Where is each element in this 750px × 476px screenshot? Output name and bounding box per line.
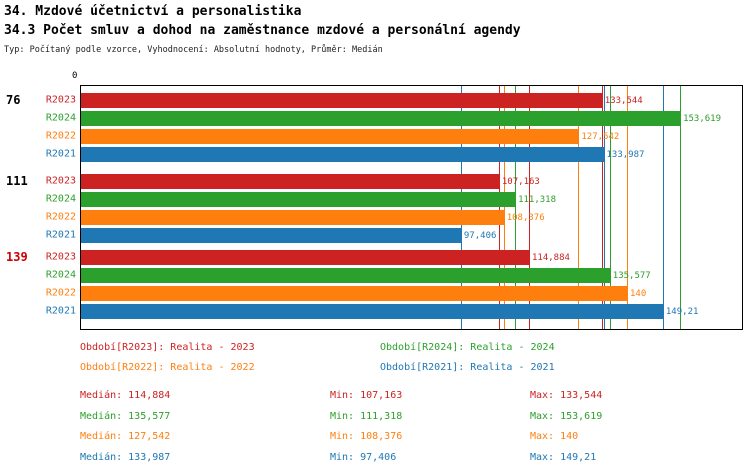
bar-value-label: 114,884 [532, 252, 570, 263]
series-row-label-r2023: R2023 [45, 251, 76, 262]
stat-r2023-min: Min: 107,163 [330, 390, 403, 401]
marker-line-r2022 [627, 86, 628, 329]
bar-r2023-group-139 [81, 250, 529, 265]
marker-line-r2023 [529, 86, 530, 329]
series-row-label-r2021: R2021 [45, 148, 76, 159]
group-label-76: 76 [6, 92, 21, 107]
stat-r2023-max: Max: 133,544 [530, 390, 603, 401]
chart-subtitle: 34.3 Počet smluv a dohod na zaměstnance … [4, 23, 521, 38]
legend-item-r2023: Období[R2023]: Realita - 2023 [80, 342, 255, 353]
marker-line-r2021 [662, 86, 664, 329]
series-row-label-r2024: R2024 [45, 269, 76, 280]
legend: Období[R2023]: Realita - 2023 Období[R20… [80, 338, 555, 378]
bar-value-label: 107,163 [501, 176, 540, 187]
bar-r2024-group-111 [81, 192, 516, 207]
legend-item-r2022: Období[R2022]: Realita - 2022 [80, 362, 255, 373]
stat-r2022-max: Max: 140 [530, 431, 579, 442]
bar-r2021-group-76 [81, 147, 604, 162]
marker-line-r2023 [601, 86, 603, 329]
bar-value-label: 108,376 [506, 212, 545, 223]
marker-line-r2021 [603, 86, 605, 329]
bar-r2023-group-76 [81, 93, 602, 108]
bar-r2022-group-139 [81, 286, 627, 301]
series-row-label-r2023: R2023 [45, 94, 76, 105]
bar-r2024-group-139 [81, 268, 610, 283]
stat-r2024-median: Medián: 135,577 [80, 410, 171, 422]
series-row-label-r2022: R2022 [45, 211, 76, 222]
bar-value-label: 133,544 [604, 95, 643, 106]
stat-r2021-median: Medián: 133,987 [80, 451, 171, 463]
bar-value-label: 97,406 [463, 230, 497, 241]
chart-title: 34. Mzdové účetnictví a personalistika [4, 4, 302, 19]
marker-line-r2021 [460, 86, 462, 329]
bar-r2021-group-111 [81, 228, 461, 243]
legend-item-r2021: Období[R2021]: Realita - 2021 [380, 362, 555, 373]
stat-r2024-min: Min: 111,318 [330, 410, 403, 422]
series-row-label-r2023: R2023 [45, 175, 76, 186]
series-row-label-r2024: R2024 [45, 112, 76, 123]
marker-line-r2024 [515, 86, 517, 329]
bar-r2022-group-111 [81, 210, 504, 225]
bar-value-label: 133,987 [606, 149, 645, 160]
bar-value-label: 135,577 [612, 270, 651, 281]
marker-line-r2024 [609, 86, 611, 329]
stat-r2022-median: Medián: 127,542 [80, 431, 171, 442]
bar-r2023-group-111 [81, 174, 499, 189]
marker-line-r2022 [503, 86, 505, 329]
series-row-label-r2024: R2024 [45, 193, 76, 204]
bar-value-label: 111,318 [518, 194, 557, 205]
bar-r2024-group-76 [81, 111, 681, 126]
bar-r2021-group-139 [81, 304, 663, 319]
bar-r2022-group-76 [81, 129, 579, 144]
chart-meta: Typ: Počítaný podle vzorce, Vyhodnocení:… [4, 45, 383, 55]
stat-r2021-max: Max: 149,21 [530, 451, 597, 463]
axis-zero-label: 0 [72, 71, 78, 81]
bar-value-label: 127,542 [581, 131, 620, 142]
series-row-label-r2022: R2022 [45, 130, 76, 141]
marker-line-r2022 [578, 86, 580, 329]
stat-r2022-min: Min: 108,376 [330, 431, 403, 442]
series-row-label-r2022: R2022 [45, 287, 76, 298]
series-row-label-r2021: R2021 [45, 229, 76, 240]
bar-value-label: 140 [630, 288, 647, 299]
stat-r2021-min: Min: 97,406 [330, 451, 397, 463]
group-label-111: 111 [6, 173, 28, 188]
legend-item-r2024: Období[R2024]: Realita - 2024 [380, 342, 555, 353]
bar-value-label: 149,21 [665, 306, 699, 317]
stat-r2024-max: Max: 153,619 [530, 410, 603, 422]
bar-value-label: 153,619 [683, 113, 722, 124]
marker-line-r2024 [680, 86, 682, 329]
stat-r2023-median: Medián: 114,884 [80, 390, 171, 401]
group-label-139: 139 [6, 249, 28, 264]
stats-table: Medián: 114,884 Min: 107,163 Max: 133,54… [80, 386, 602, 468]
plot-area: 133,544 153,619 127,542 133,987 107,163 111,3… [80, 85, 743, 330]
series-row-label-r2021: R2021 [45, 305, 76, 316]
marker-line-r2023 [498, 86, 500, 329]
